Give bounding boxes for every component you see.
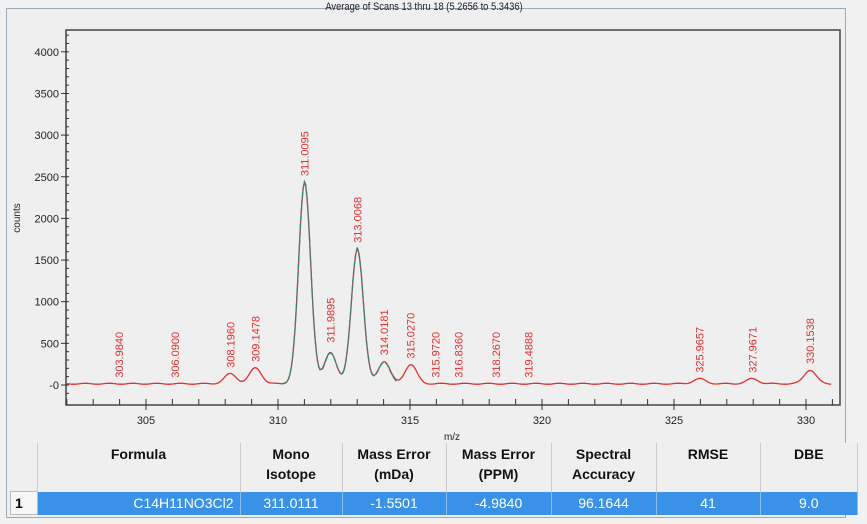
mass-spectrum-chart: -0 500 1000 1500 2000 2500 3000 3500 4000 305 310 3… — [12, 29, 841, 443]
row-index: 1 — [10, 491, 38, 515]
peak-label: 314.0181 — [379, 309, 391, 355]
peak-label: 318.2670 — [491, 332, 503, 378]
cell-mono-isotope[interactable]: 311.0111 — [240, 491, 343, 515]
y-tick-label: 4000 — [35, 47, 59, 59]
peak-label: 327.9671 — [747, 327, 759, 373]
series-theoretical — [280, 179, 399, 385]
peak-label: 303.9840 — [114, 332, 126, 378]
peak-label: 315.0270 — [406, 313, 418, 359]
x-tick-label: 325 — [665, 415, 683, 427]
cell-mass-error-mda[interactable]: -1.5501 — [342, 491, 447, 515]
y-tick-label: 3500 — [35, 88, 59, 100]
y-tick-label: 2500 — [35, 172, 59, 184]
header-dbe[interactable]: DBE — [760, 443, 858, 492]
peak-label: 309.1478 — [251, 316, 263, 362]
cell-rmse[interactable]: 41 — [656, 491, 761, 515]
x-axis-label: m/z — [444, 432, 460, 443]
peak-label: 308.1960 — [225, 322, 237, 368]
series-measured — [66, 180, 832, 385]
x-tick-label: 305 — [137, 415, 155, 427]
header-mono-isotope[interactable]: Mono Isotope — [240, 443, 343, 492]
header-mass-error-ppm[interactable]: Mass Error (PPM) — [446, 443, 552, 492]
peak-label: 319.4888 — [524, 332, 536, 378]
table-header-row: Formula Mono Isotope Mass Error (mDa) Mass… — [10, 443, 858, 492]
y-tick-label: 1000 — [35, 297, 59, 309]
header-rmse[interactable]: RMSE — [656, 443, 761, 492]
table-row[interactable]: 1 C14H11NO3Cl2 311.0111 -1.5501 -4.9840 … — [10, 491, 858, 515]
peak-label: 316.8360 — [453, 332, 465, 378]
x-tick-label: 315 — [401, 415, 419, 427]
header-index — [10, 443, 38, 492]
cell-mass-error-ppm[interactable]: -4.9840 — [446, 491, 552, 515]
cell-spectral-accuracy[interactable]: 96.1644 — [551, 491, 657, 515]
x-tick-label: 320 — [533, 415, 551, 427]
plot-area — [65, 29, 841, 406]
peak-label: 313.0068 — [352, 197, 364, 243]
header-formula[interactable]: Formula — [37, 443, 241, 492]
y-axis-label: counts — [12, 203, 23, 232]
x-tick-label: 330 — [797, 415, 815, 427]
peak-label: 325.9657 — [694, 327, 706, 373]
y-tick-label: 2000 — [35, 213, 59, 225]
chart-title: Average of Scans 13 thru 18 (5.2656 to 5… — [325, 1, 523, 13]
cell-dbe[interactable]: 9.0 — [760, 491, 858, 515]
peak-label: 330.1538 — [805, 318, 817, 364]
y-tick-label: 3000 — [35, 130, 59, 142]
x-tick-label: 310 — [269, 415, 287, 427]
results-table: Formula Mono Isotope Mass Error (mDa) Mass… — [10, 443, 858, 515]
peak-label: 311.0095 — [300, 131, 312, 176]
y-tick-label: -0 — [49, 380, 59, 392]
y-tick-label: 500 — [41, 338, 59, 350]
peak-label: 311.9895 — [326, 298, 338, 343]
y-tick-label: 1500 — [35, 255, 59, 267]
header-mass-error-mda[interactable]: Mass Error (mDa) — [342, 443, 447, 492]
cell-formula[interactable]: C14H11NO3Cl2 — [37, 491, 241, 515]
peak-label: 306.0900 — [170, 332, 182, 378]
peak-label: 315.9720 — [431, 332, 443, 378]
header-spectral-accuracy[interactable]: Spectral Accuracy — [551, 443, 657, 492]
